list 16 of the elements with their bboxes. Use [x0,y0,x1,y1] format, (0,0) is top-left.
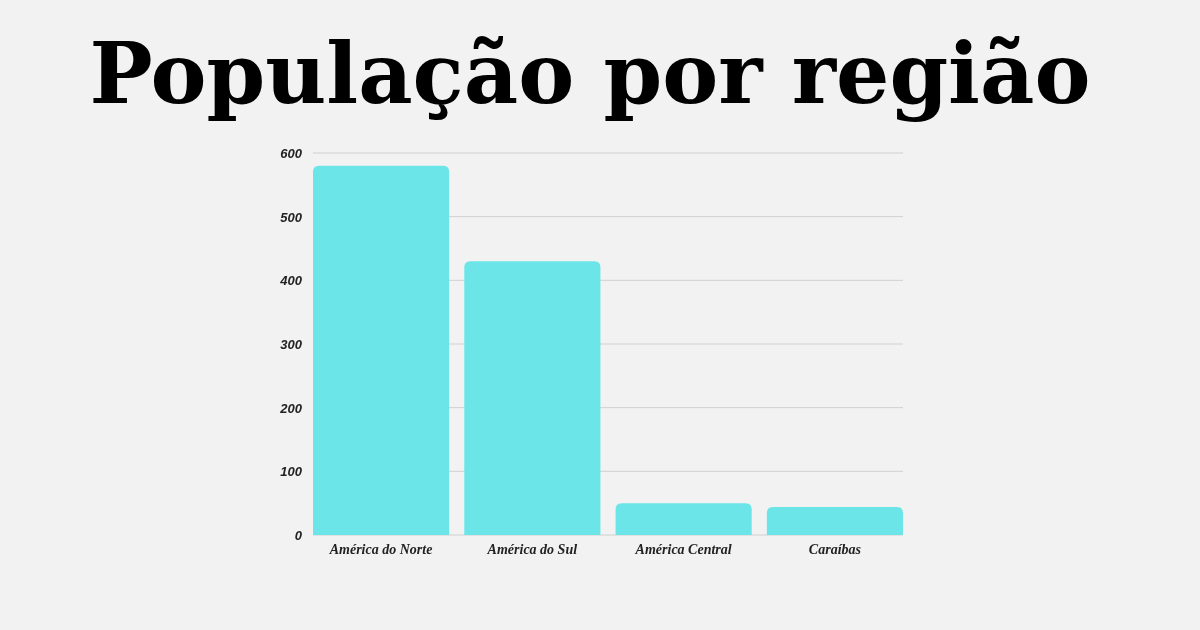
bar [766,506,903,535]
y-tick-label: 300 [280,337,303,352]
bar [615,503,752,535]
y-tick-label: 0 [294,528,303,543]
chart-title: População por região [89,24,1091,123]
y-tick-label: 200 [279,400,303,416]
x-tick-label: América do Sul [486,542,578,557]
x-tick-label: América Central [634,542,732,557]
x-tick-label: América do Norte [328,542,433,557]
bar [464,261,601,535]
y-tick-label: 100 [280,464,303,480]
bar [313,165,450,535]
y-tick-label: 600 [280,146,303,161]
y-tick-label: 400 [279,273,303,289]
y-tick-label: 500 [280,209,303,225]
x-tick-label: Caraíbas [808,542,862,557]
